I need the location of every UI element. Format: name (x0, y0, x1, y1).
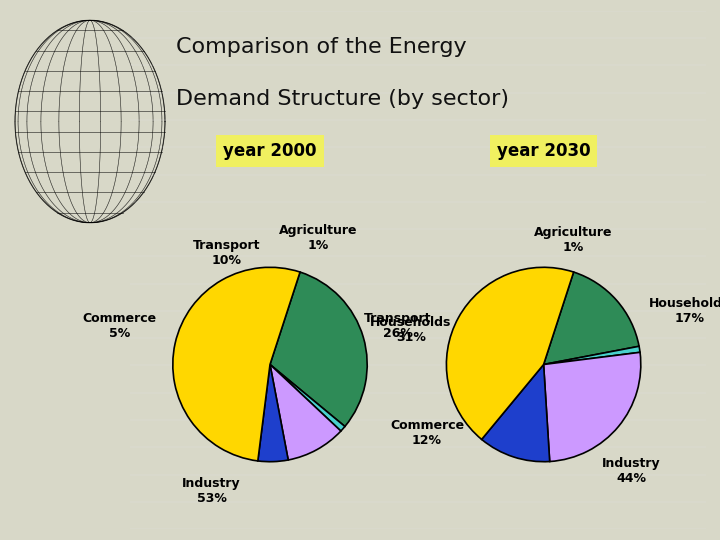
Text: year 2000: year 2000 (223, 141, 317, 160)
Text: Households
17%: Households 17% (649, 297, 720, 325)
Wedge shape (544, 346, 640, 364)
Text: Households
31%: Households 31% (370, 316, 451, 345)
Text: year 2030: year 2030 (497, 141, 590, 160)
Wedge shape (544, 352, 641, 462)
Wedge shape (482, 364, 549, 462)
Wedge shape (270, 364, 345, 431)
Wedge shape (173, 267, 300, 461)
Text: Industry
53%: Industry 53% (182, 477, 241, 505)
Wedge shape (270, 272, 367, 427)
Text: Transport
10%: Transport 10% (192, 239, 260, 267)
Wedge shape (270, 364, 341, 460)
Text: Industry
44%: Industry 44% (602, 457, 660, 485)
Wedge shape (258, 364, 288, 462)
Text: Agriculture
1%: Agriculture 1% (534, 226, 612, 254)
Text: Commerce
12%: Commerce 12% (390, 418, 464, 447)
Wedge shape (544, 272, 639, 365)
Text: Demand Structure (by sector): Demand Structure (by sector) (176, 89, 508, 109)
Text: Comparison of the Energy: Comparison of the Energy (176, 37, 467, 57)
Text: Agriculture
1%: Agriculture 1% (279, 224, 358, 252)
Text: Commerce
5%: Commerce 5% (82, 312, 156, 340)
Text: Transport
26%: Transport 26% (364, 312, 431, 340)
Wedge shape (446, 267, 574, 440)
